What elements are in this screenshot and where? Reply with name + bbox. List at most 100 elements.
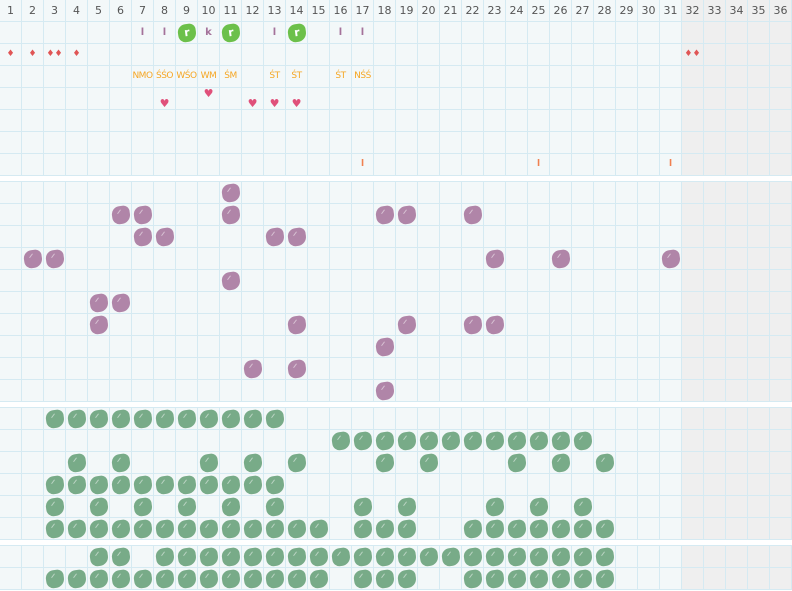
day-cell[interactable] <box>396 182 418 204</box>
purple-blob[interactable] <box>286 226 308 248</box>
day-cell[interactable] <box>374 430 396 452</box>
day-cell[interactable] <box>594 546 616 568</box>
purple-blob[interactable] <box>550 248 572 270</box>
day-cell[interactable] <box>572 182 594 204</box>
purple-blob[interactable] <box>242 358 264 380</box>
day-cell[interactable] <box>638 248 660 270</box>
day-cell[interactable] <box>616 44 638 66</box>
green-blob[interactable] <box>264 518 286 540</box>
day-cell[interactable] <box>484 358 506 380</box>
day-cell[interactable] <box>198 204 220 226</box>
day-cell[interactable] <box>462 430 484 452</box>
green-blob[interactable] <box>396 496 418 518</box>
day-cell[interactable] <box>770 358 792 380</box>
day-cell[interactable] <box>176 380 198 402</box>
day-cell[interactable] <box>704 154 726 176</box>
day-cell[interactable] <box>572 568 594 590</box>
day-cell[interactable] <box>22 474 44 496</box>
day-cell[interactable] <box>770 132 792 154</box>
day-cell[interactable] <box>22 452 44 474</box>
day-cell[interactable] <box>396 568 418 590</box>
day-cell[interactable]: r <box>220 22 242 44</box>
day-cell[interactable] <box>396 336 418 358</box>
day-cell[interactable] <box>462 518 484 540</box>
bottom-green-blob[interactable] <box>374 568 396 590</box>
day-cell[interactable] <box>396 132 418 154</box>
green-blob[interactable] <box>198 474 220 496</box>
heart-icon[interactable]: ♥ <box>291 97 302 110</box>
day-cell[interactable] <box>484 270 506 292</box>
day-cell[interactable] <box>0 204 22 226</box>
day-cell[interactable] <box>594 204 616 226</box>
day-cell[interactable] <box>572 248 594 270</box>
bottom-green-blob[interactable] <box>550 568 572 590</box>
day-number[interactable]: 11 <box>220 0 242 22</box>
green-blob[interactable] <box>264 474 286 496</box>
day-cell[interactable] <box>726 66 748 88</box>
day-cell[interactable] <box>132 474 154 496</box>
day-cell[interactable] <box>220 358 242 380</box>
day-cell[interactable] <box>550 430 572 452</box>
bottom-green-blob[interactable] <box>572 546 594 568</box>
day-cell[interactable] <box>0 336 22 358</box>
purple-blob[interactable] <box>286 314 308 336</box>
day-cell[interactable] <box>352 226 374 248</box>
day-cell[interactable] <box>550 204 572 226</box>
day-cell[interactable] <box>704 248 726 270</box>
day-cell[interactable] <box>220 452 242 474</box>
day-cell[interactable] <box>330 518 352 540</box>
day-cell[interactable] <box>704 380 726 402</box>
day-cell[interactable] <box>726 182 748 204</box>
day-cell[interactable] <box>726 408 748 430</box>
day-cell[interactable] <box>616 474 638 496</box>
day-cell[interactable] <box>748 44 770 66</box>
day-cell[interactable] <box>22 154 44 176</box>
day-cell[interactable] <box>286 408 308 430</box>
day-cell[interactable] <box>88 66 110 88</box>
day-number[interactable]: 28 <box>594 0 616 22</box>
day-cell[interactable] <box>528 336 550 358</box>
day-cell[interactable] <box>374 44 396 66</box>
day-cell[interactable] <box>506 518 528 540</box>
green-blob[interactable] <box>176 474 198 496</box>
day-cell[interactable] <box>638 88 660 110</box>
day-cell[interactable] <box>418 496 440 518</box>
day-cell[interactable] <box>682 88 704 110</box>
day-cell[interactable] <box>110 154 132 176</box>
day-cell[interactable] <box>528 270 550 292</box>
green-blob[interactable] <box>550 518 572 540</box>
day-cell[interactable] <box>176 546 198 568</box>
day-cell[interactable] <box>176 474 198 496</box>
day-cell[interactable] <box>418 44 440 66</box>
day-cell[interactable] <box>462 226 484 248</box>
bottom-green-blob[interactable] <box>176 568 198 590</box>
day-cell[interactable] <box>176 430 198 452</box>
day-number[interactable]: 5 <box>88 0 110 22</box>
day-cell[interactable] <box>264 380 286 402</box>
day-cell[interactable] <box>242 358 264 380</box>
day-cell[interactable] <box>550 44 572 66</box>
day-cell[interactable] <box>242 66 264 88</box>
green-blob[interactable] <box>66 408 88 430</box>
day-cell[interactable] <box>396 546 418 568</box>
day-cell[interactable] <box>418 546 440 568</box>
day-cell[interactable] <box>132 204 154 226</box>
day-cell[interactable] <box>638 44 660 66</box>
day-cell[interactable] <box>264 496 286 518</box>
day-cell[interactable] <box>132 292 154 314</box>
tick-mark[interactable]: l <box>668 159 673 169</box>
day-number[interactable]: 17 <box>352 0 374 22</box>
day-cell[interactable] <box>44 66 66 88</box>
bottom-green-blob[interactable] <box>396 568 418 590</box>
day-cell[interactable] <box>748 518 770 540</box>
day-cell[interactable] <box>396 430 418 452</box>
day-cell[interactable] <box>374 336 396 358</box>
day-cell[interactable] <box>66 518 88 540</box>
green-blob[interactable] <box>88 408 110 430</box>
day-cell[interactable] <box>704 358 726 380</box>
day-cell[interactable] <box>748 226 770 248</box>
day-cell[interactable] <box>220 474 242 496</box>
letter-mark[interactable]: l <box>140 27 145 38</box>
day-cell[interactable] <box>88 474 110 496</box>
day-cell[interactable] <box>770 518 792 540</box>
